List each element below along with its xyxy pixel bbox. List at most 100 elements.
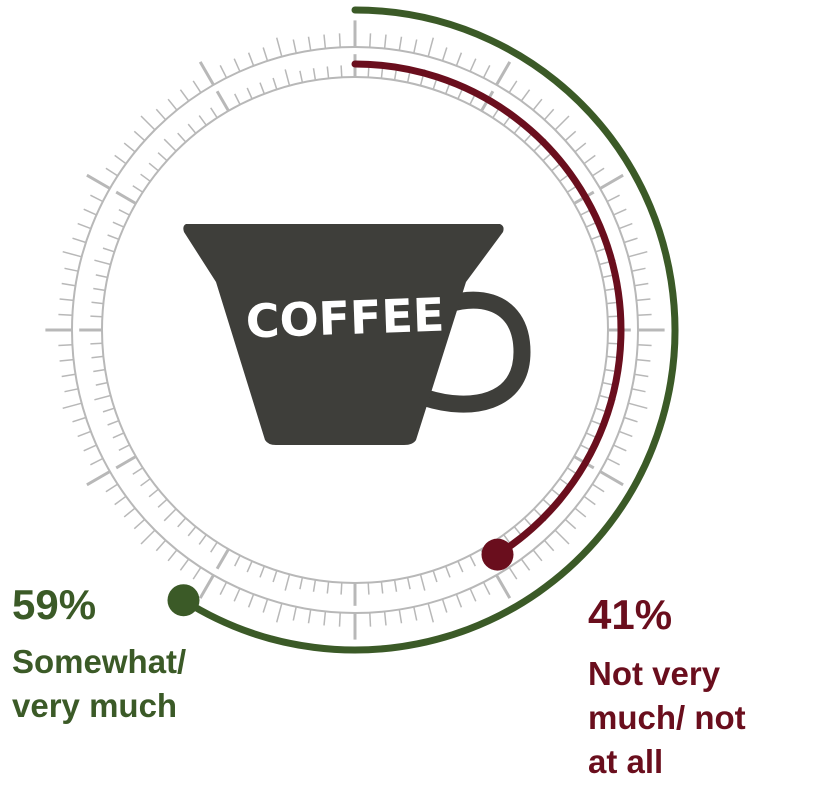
dial-tick	[247, 52, 255, 67]
percent-label-not-very: 41%	[588, 591, 673, 638]
dial-tick	[155, 539, 167, 552]
dial-tick	[631, 388, 646, 393]
dial-tick	[140, 478, 151, 487]
dial-tick	[323, 611, 327, 626]
dial-tick	[61, 373, 76, 378]
dial-ring	[71, 46, 639, 614]
dial-tick	[338, 33, 341, 48]
dial-tick	[340, 582, 343, 595]
dial-tick	[107, 234, 120, 241]
dial-tick	[102, 407, 115, 413]
dial-tick	[427, 603, 435, 623]
dial-tick	[299, 70, 304, 83]
dial-tick	[118, 444, 130, 451]
series-end-marker-somewhat	[167, 584, 200, 617]
dial-tick	[432, 570, 438, 583]
dial-tick	[107, 419, 120, 426]
dial-tick	[93, 368, 106, 373]
dial-tick	[91, 301, 104, 305]
dial-tick	[86, 173, 111, 190]
dial-tick	[179, 89, 190, 102]
series-arc-not-very	[351, 60, 625, 559]
dial-tick	[90, 194, 104, 203]
dial-tick	[631, 267, 646, 272]
dial-ring	[101, 76, 609, 584]
dial-tick	[167, 98, 178, 111]
dial-tick	[179, 558, 190, 571]
dial-tick	[59, 298, 74, 302]
dial-tick	[155, 108, 167, 121]
percent-label-somewhat: 59%	[12, 581, 97, 628]
dial-tick	[618, 222, 633, 230]
dial-tick	[114, 495, 127, 506]
dial-tick	[564, 130, 577, 142]
dial-tick	[613, 208, 627, 216]
cup-label: COFFEE	[245, 288, 445, 349]
coffee-cup-icon: COFFEE	[183, 224, 531, 445]
dial-tick	[413, 39, 418, 54]
dial-tick	[340, 65, 343, 78]
dial-tick	[554, 529, 570, 545]
dial-tick	[508, 80, 518, 94]
dial-tick	[148, 162, 159, 172]
dial-tick	[583, 495, 596, 506]
dial-tick	[62, 250, 82, 258]
dial-tick	[133, 518, 146, 530]
dial-tick	[637, 313, 652, 316]
dial-tick	[623, 237, 638, 244]
dial-tick	[177, 132, 187, 143]
dial-tick	[95, 274, 108, 279]
dial-tick	[299, 577, 304, 590]
dial-tick	[495, 61, 512, 86]
dial-tick	[427, 37, 435, 57]
outer-dial	[45, 20, 665, 640]
dial-tick	[91, 355, 104, 359]
dial-tick	[233, 58, 241, 72]
dial-tick	[61, 282, 76, 287]
dial-tick	[284, 574, 291, 591]
dial-tick	[118, 209, 130, 216]
dial-tick	[413, 606, 418, 621]
dial-tick	[369, 612, 372, 627]
dial-tick	[102, 247, 115, 253]
dial-tick	[520, 89, 531, 102]
dial-tick	[219, 581, 228, 595]
dial-tick	[123, 142, 136, 153]
dial-tick	[367, 582, 370, 595]
dial-tick	[508, 566, 518, 580]
dial-tick	[495, 574, 512, 599]
dial-tick	[210, 107, 218, 119]
series-arc-somewhat	[180, 6, 679, 654]
dial-tick	[338, 612, 341, 627]
dial-tick	[112, 432, 125, 439]
dial-tick	[419, 574, 426, 591]
dial-tick	[583, 154, 596, 165]
dial-tick	[532, 549, 543, 562]
dial-tick	[520, 558, 531, 571]
dial-tick	[247, 593, 255, 608]
dial-tick	[115, 190, 137, 205]
dial-tick	[157, 498, 168, 508]
dial-tick	[636, 298, 651, 302]
dial-tick	[482, 581, 491, 595]
dial-tick	[198, 574, 215, 599]
dial-tick	[312, 68, 317, 81]
dial-tick	[83, 444, 97, 452]
dial-tick	[234, 93, 241, 105]
dial-tick	[246, 560, 253, 573]
dial-tick	[307, 36, 312, 51]
dial-tick	[64, 267, 79, 272]
dial-tick	[187, 123, 197, 134]
cup-handle	[423, 291, 531, 413]
dial-tick	[455, 593, 463, 608]
dial-tick	[234, 555, 241, 567]
dial-tick	[606, 457, 620, 466]
dial-tick	[210, 541, 218, 553]
dial-tick	[105, 483, 119, 493]
dial-tick	[192, 80, 202, 94]
dial-tick	[326, 581, 330, 594]
dial-tick	[618, 430, 633, 438]
dial-tick	[543, 108, 555, 121]
dial-tick	[198, 115, 207, 126]
